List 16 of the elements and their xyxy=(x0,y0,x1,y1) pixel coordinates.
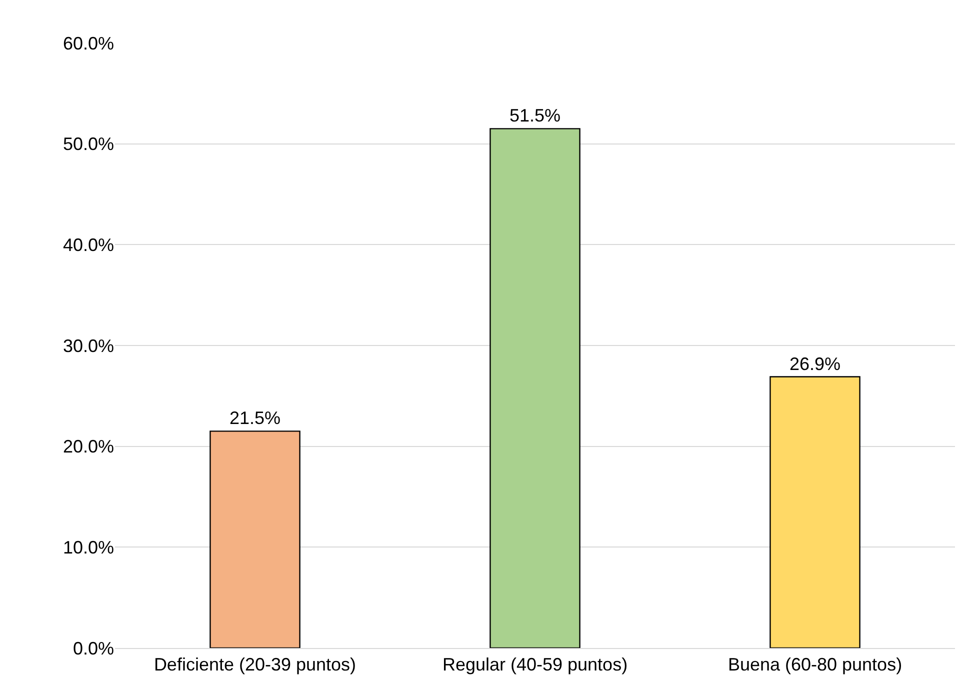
y-tick-label: 40.0% xyxy=(62,234,114,255)
x-tick-label: Regular (40-59 puntos) xyxy=(442,654,628,675)
bar xyxy=(490,128,580,648)
x-tick-label: Buena (60-80 puntos) xyxy=(728,654,902,675)
bar xyxy=(770,376,860,648)
x-tick-label: Deficiente (20-39 puntos) xyxy=(154,654,356,675)
bar xyxy=(210,430,300,648)
y-tick-label: 50.0% xyxy=(62,134,114,154)
data-label: 51.5% xyxy=(509,106,561,126)
y-tick-label: 0.0% xyxy=(72,638,114,658)
y-tick-label: 30.0% xyxy=(62,336,114,356)
y-tick-label: 20.0% xyxy=(62,436,114,457)
y-tick-label: 10.0% xyxy=(62,537,114,558)
y-tick-label: 60.0% xyxy=(62,33,114,54)
data-label: 26.9% xyxy=(789,354,841,374)
data-label: 21.5% xyxy=(229,408,281,428)
